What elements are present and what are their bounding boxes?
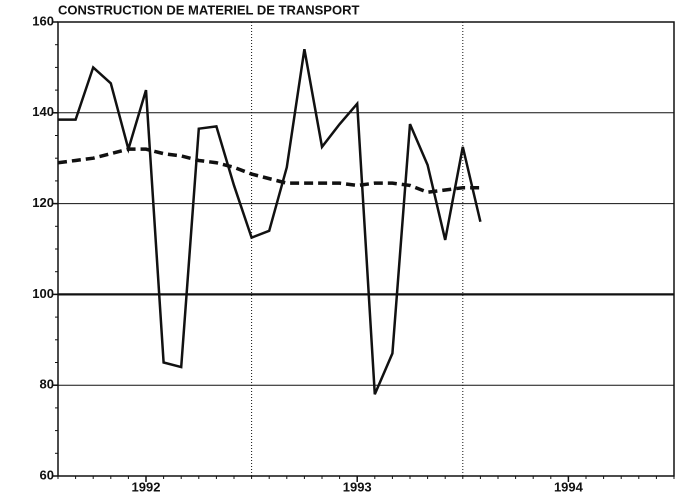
x-tick-label: 1994 [554, 479, 584, 494]
y-tick-label: 160 [32, 13, 54, 28]
y-tick-label: 60 [40, 467, 54, 482]
x-tick-label: 1993 [343, 479, 372, 494]
y-tick-label: 120 [32, 195, 54, 210]
y-tick-label: 80 [40, 377, 54, 392]
chart-title: CONSTRUCTION DE MATERIEL DE TRANSPORT [58, 2, 359, 17]
y-tick-label: 100 [32, 286, 54, 301]
data-line [58, 49, 482, 395]
y-tick-label: 140 [32, 104, 54, 119]
x-tick-label: 1992 [132, 479, 161, 494]
data-line [57, 147, 481, 195]
